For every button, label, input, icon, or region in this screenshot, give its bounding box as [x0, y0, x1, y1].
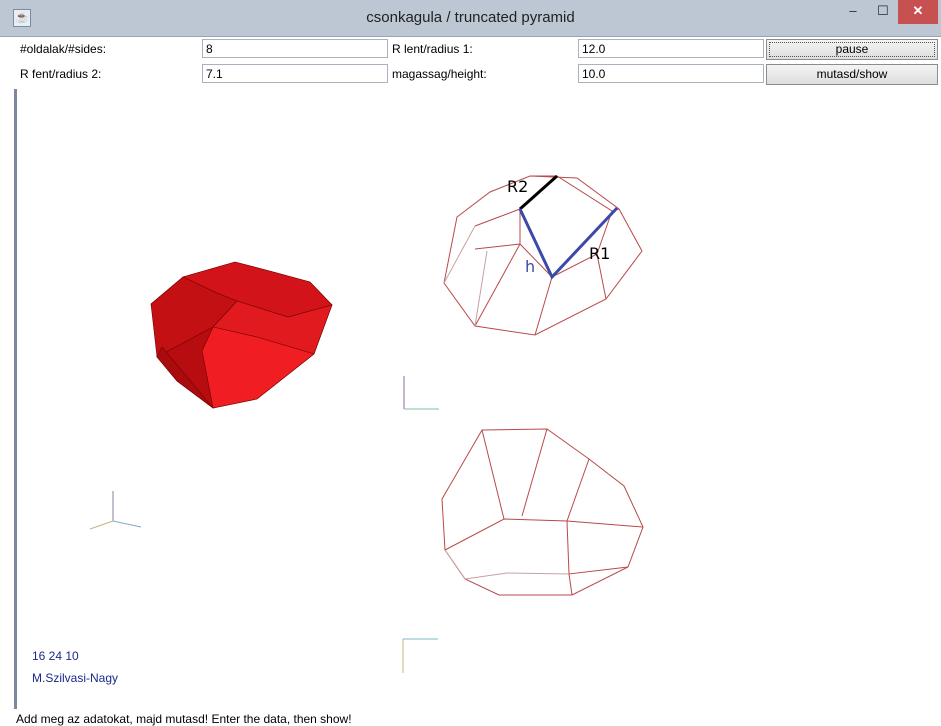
- numbers-text: 16 24 10: [32, 649, 79, 663]
- wireframe-bottom-view: [441, 428, 644, 596]
- left-border: [14, 89, 17, 709]
- axes-icon-top: [403, 376, 439, 410]
- r1-label: R1: [589, 244, 610, 263]
- radius1-field[interactable]: 12.0: [578, 39, 764, 58]
- status-message: Add meg az adatokat, majd mutasd! Enter …: [16, 712, 352, 726]
- input-form: #oldalak/#sides: 8 R lent/radius 1: 12.0…: [16, 37, 941, 89]
- author-text: M.Szilvasi-Nagy: [32, 671, 119, 685]
- sides-label: #oldalak/#sides:: [20, 42, 107, 56]
- radius1-label: R lent/radius 1:: [392, 42, 473, 56]
- axes-icon-bottom: [402, 638, 438, 673]
- height-label: magassag/height:: [392, 67, 487, 81]
- maximize-icon[interactable]: ☐: [877, 3, 889, 18]
- pause-button[interactable]: pause: [766, 39, 938, 60]
- axes-icon-solid: [89, 491, 142, 530]
- height-field[interactable]: 10.0: [578, 64, 764, 83]
- minimize-icon[interactable]: ‒: [849, 3, 857, 18]
- radius2-field[interactable]: 7.1: [202, 64, 388, 83]
- dimension-annotations: [518, 174, 619, 280]
- close-icon[interactable]: ✕: [898, 0, 938, 24]
- window-title: csonkagula / truncated pyramid: [366, 9, 575, 26]
- h-label: h: [525, 257, 535, 276]
- java-app-icon: ☕: [13, 9, 31, 27]
- sides-field[interactable]: 8: [202, 39, 388, 58]
- show-button[interactable]: mutasd/show: [766, 64, 938, 85]
- scene-svg: R2 R1 h: [89, 174, 644, 673]
- solid-pyramid: [150, 261, 333, 409]
- drawing-canvas: R2 R1 h 16 24 10 M.Sz: [17, 89, 941, 709]
- radius2-label: R fent/radius 2:: [20, 67, 102, 81]
- title-bar: ☕ csonkagula / truncated pyramid ‒ ☐ ✕: [0, 0, 941, 37]
- r2-label: R2: [507, 177, 528, 196]
